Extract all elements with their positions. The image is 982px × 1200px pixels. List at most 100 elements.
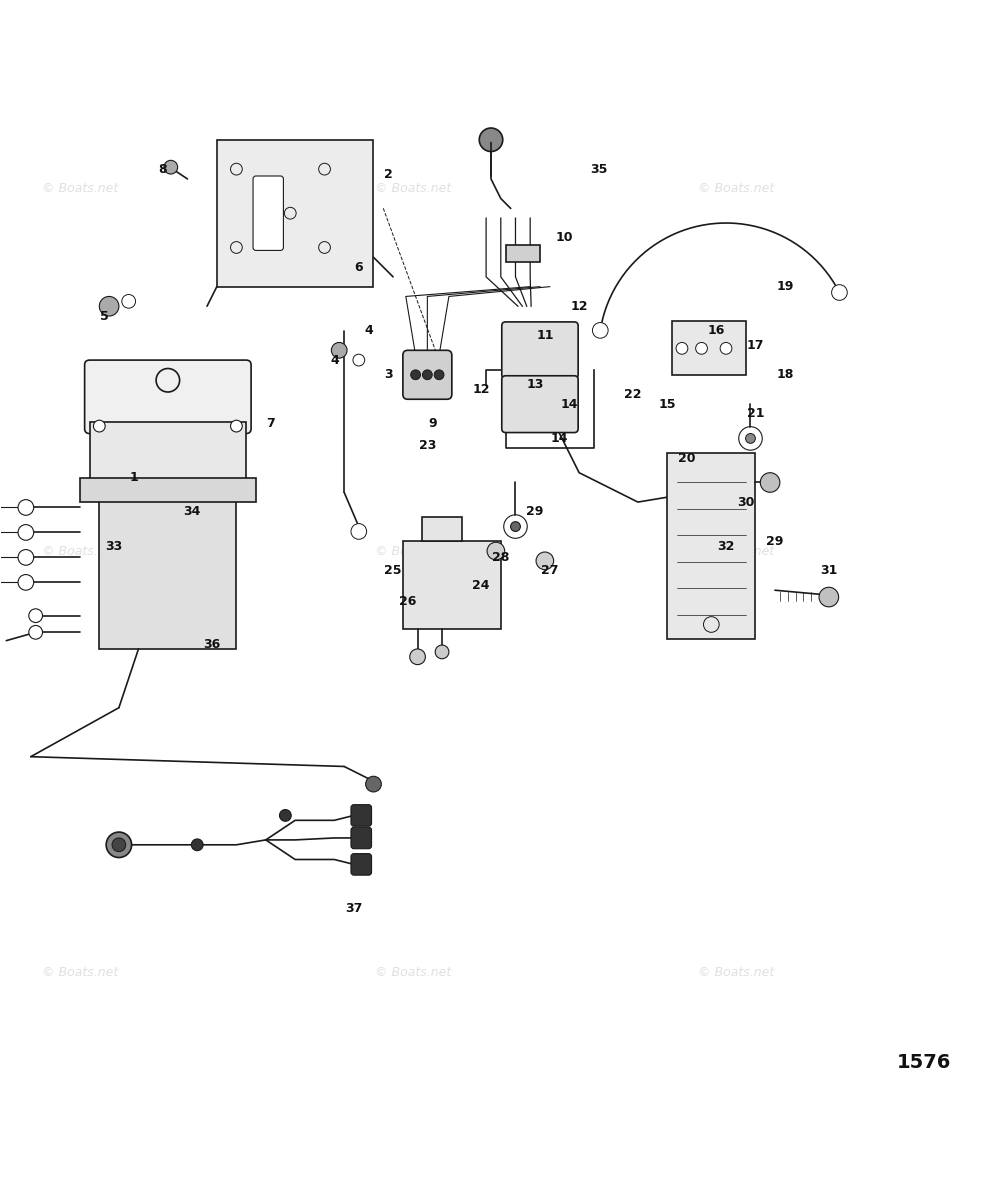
Text: 12: 12 (571, 300, 588, 313)
Text: 30: 30 (736, 496, 754, 509)
Circle shape (487, 542, 505, 560)
Text: 26: 26 (399, 595, 416, 608)
Text: 1576: 1576 (897, 1052, 952, 1072)
Circle shape (365, 776, 381, 792)
Text: © Boats.net: © Boats.net (41, 545, 118, 558)
FancyBboxPatch shape (351, 805, 371, 827)
Text: 29: 29 (766, 535, 784, 547)
Text: 11: 11 (536, 329, 554, 342)
Text: 4: 4 (330, 354, 339, 366)
Text: 10: 10 (556, 232, 573, 244)
Circle shape (819, 587, 839, 607)
FancyBboxPatch shape (403, 350, 452, 400)
Text: 28: 28 (492, 551, 510, 564)
Circle shape (351, 523, 366, 539)
Text: 4: 4 (364, 324, 373, 337)
Text: 5: 5 (100, 310, 109, 323)
Circle shape (410, 370, 420, 379)
Circle shape (106, 832, 132, 858)
Circle shape (191, 839, 203, 851)
Circle shape (28, 608, 42, 623)
Text: 20: 20 (679, 451, 695, 464)
Bar (217, 139, 373, 287)
Circle shape (435, 646, 449, 659)
Bar (99, 482, 237, 649)
Text: 13: 13 (526, 378, 544, 391)
Text: 35: 35 (590, 163, 608, 175)
Bar (667, 454, 755, 640)
FancyBboxPatch shape (502, 376, 578, 432)
Circle shape (280, 810, 292, 821)
Circle shape (760, 473, 780, 492)
Circle shape (511, 522, 520, 532)
Text: 9: 9 (428, 418, 437, 431)
Text: 29: 29 (526, 505, 544, 518)
Circle shape (331, 342, 347, 358)
FancyBboxPatch shape (502, 322, 578, 379)
FancyBboxPatch shape (253, 176, 284, 251)
Circle shape (676, 342, 687, 354)
Bar (422, 517, 462, 541)
Circle shape (18, 524, 33, 540)
Text: © Boats.net: © Boats.net (697, 182, 774, 196)
Text: 15: 15 (659, 397, 676, 410)
Circle shape (93, 420, 105, 432)
Circle shape (479, 128, 503, 151)
Text: 36: 36 (203, 637, 221, 650)
Bar (403, 541, 501, 629)
Text: 22: 22 (625, 388, 642, 401)
Circle shape (112, 838, 126, 852)
Text: 32: 32 (717, 540, 735, 553)
Circle shape (434, 370, 444, 379)
Bar (80, 478, 256, 502)
Bar (89, 422, 246, 492)
Text: 34: 34 (184, 505, 201, 518)
Circle shape (18, 575, 33, 590)
Text: 1: 1 (130, 472, 137, 484)
Circle shape (18, 550, 33, 565)
Text: 33: 33 (105, 540, 123, 553)
Circle shape (28, 625, 42, 640)
Circle shape (536, 552, 554, 570)
Text: 37: 37 (346, 902, 362, 914)
Circle shape (745, 433, 755, 443)
Text: 16: 16 (708, 324, 725, 337)
Text: © Boats.net: © Boats.net (697, 545, 774, 558)
Text: 12: 12 (472, 383, 490, 396)
Circle shape (832, 284, 847, 300)
Text: © Boats.net: © Boats.net (374, 966, 451, 979)
FancyBboxPatch shape (351, 853, 371, 875)
Text: 27: 27 (541, 564, 559, 577)
Text: © Boats.net: © Boats.net (374, 545, 451, 558)
Circle shape (720, 342, 732, 354)
Text: © Boats.net: © Boats.net (41, 966, 118, 979)
Text: 14: 14 (561, 397, 578, 410)
Circle shape (592, 323, 608, 338)
Circle shape (164, 161, 178, 174)
Text: © Boats.net: © Boats.net (374, 182, 451, 196)
Text: 2: 2 (384, 168, 393, 180)
Text: © Boats.net: © Boats.net (41, 182, 118, 196)
Text: 8: 8 (159, 163, 167, 175)
Text: 17: 17 (746, 338, 764, 352)
Circle shape (695, 342, 707, 354)
Circle shape (18, 499, 33, 515)
Text: 21: 21 (746, 408, 764, 420)
Text: 6: 6 (355, 260, 363, 274)
Text: 19: 19 (776, 280, 793, 293)
Text: 31: 31 (820, 564, 838, 577)
Text: 24: 24 (472, 578, 490, 592)
FancyBboxPatch shape (351, 827, 371, 848)
Text: © Boats.net: © Boats.net (697, 966, 774, 979)
Circle shape (99, 296, 119, 316)
Text: 3: 3 (384, 368, 393, 382)
Text: 7: 7 (266, 418, 275, 431)
Text: 25: 25 (384, 564, 402, 577)
Text: 18: 18 (776, 368, 793, 382)
Bar (506, 245, 540, 262)
FancyBboxPatch shape (84, 360, 251, 433)
Text: 14: 14 (551, 432, 569, 445)
Circle shape (409, 649, 425, 665)
Circle shape (231, 420, 243, 432)
Text: 23: 23 (418, 439, 436, 451)
